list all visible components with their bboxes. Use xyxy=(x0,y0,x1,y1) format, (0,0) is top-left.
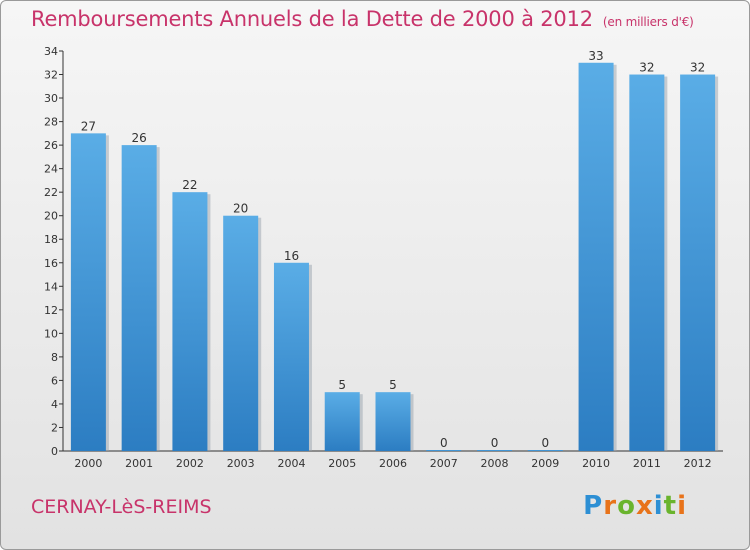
y-tick-label: 26 xyxy=(44,139,58,152)
y-tick-label: 34 xyxy=(44,45,58,58)
x-tick-label: 2001 xyxy=(125,457,153,470)
bar-2009 xyxy=(527,450,563,451)
y-tick-label: 6 xyxy=(51,374,58,387)
bar-2008 xyxy=(477,450,513,451)
commune-name: CERNAY-LèS-REIMS xyxy=(31,496,212,518)
bar-value-label: 33 xyxy=(588,49,603,63)
y-tick-label: 22 xyxy=(44,186,58,199)
bar-value-label: 5 xyxy=(338,378,346,392)
logo-letter: x xyxy=(635,491,654,521)
logo-letter: P xyxy=(583,491,604,521)
y-tick-label: 2 xyxy=(51,421,58,434)
y-tick-label: 14 xyxy=(44,280,58,293)
y-tick-label: 16 xyxy=(44,257,58,270)
x-tick-label: 2012 xyxy=(684,457,712,470)
bar-2002 xyxy=(172,192,208,452)
x-tick-label: 2002 xyxy=(176,457,204,470)
logo-letter: t xyxy=(663,491,678,521)
bar-2006 xyxy=(375,392,411,451)
logo-letter: i xyxy=(653,491,664,521)
bars-group: 27 26 22 20 16 5 5 0 0 0 33 32 32 xyxy=(70,49,719,452)
logo-letter: r xyxy=(603,491,618,521)
bar-value-label: 26 xyxy=(132,131,147,145)
logo-letter: o xyxy=(617,491,636,521)
bar-value-label: 0 xyxy=(541,436,549,450)
chart-title: Remboursements Annuels de la Dette de 20… xyxy=(31,7,694,31)
y-tick-label: 12 xyxy=(44,304,58,317)
y-tick-label: 24 xyxy=(44,163,58,176)
y-tick-label: 30 xyxy=(44,92,58,105)
y-tick-label: 8 xyxy=(51,351,58,364)
y-tick-label: 20 xyxy=(44,210,58,223)
bar-value-label: 0 xyxy=(491,436,499,450)
y-tick-label: 0 xyxy=(51,445,58,458)
bar-value-label: 32 xyxy=(639,61,654,75)
x-tick-label: 2000 xyxy=(74,457,102,470)
y-tick-label: 10 xyxy=(44,327,58,340)
logo-letter: i xyxy=(677,491,687,521)
bar-2000 xyxy=(70,133,106,451)
bar-value-label: 27 xyxy=(81,119,96,133)
x-tick-label: 2008 xyxy=(481,457,509,470)
x-tick-label: 2007 xyxy=(430,457,458,470)
y-tick-label: 18 xyxy=(44,233,58,246)
bar-2005 xyxy=(324,392,360,451)
x-tick-label: 2006 xyxy=(379,457,407,470)
bar-2003 xyxy=(223,215,259,451)
bar-value-label: 32 xyxy=(690,61,705,75)
bar-value-label: 16 xyxy=(284,249,299,263)
chart-unit: (en milliers d'€) xyxy=(602,15,694,29)
x-tick-label: 2009 xyxy=(531,457,559,470)
bar-2001 xyxy=(121,145,157,451)
bar-value-label: 20 xyxy=(233,202,248,216)
x-tick-label: 2005 xyxy=(328,457,356,470)
bar-value-label: 0 xyxy=(440,436,448,450)
proxiti-logo: Proxiti xyxy=(583,491,687,521)
y-tick-label: 4 xyxy=(51,398,58,411)
x-tick-label: 2011 xyxy=(633,457,661,470)
y-tick-label: 32 xyxy=(44,69,58,82)
x-axis: 2000 2001 2002 2003 2004 2005 2006 2007 2008 2009… xyxy=(63,450,723,470)
chart-title-text: Remboursements Annuels de la Dette de 20… xyxy=(31,7,593,31)
bar-2011 xyxy=(629,74,665,451)
x-tick-label: 2010 xyxy=(582,457,610,470)
x-tick-label: 2003 xyxy=(227,457,255,470)
bar-2004 xyxy=(273,262,309,451)
bar-2007 xyxy=(426,450,462,451)
x-tick-label: 2004 xyxy=(277,457,305,470)
y-tick-label: 28 xyxy=(44,116,58,129)
bar-value-label: 22 xyxy=(182,178,197,192)
bar-2010 xyxy=(578,62,614,451)
bar-2012 xyxy=(680,74,716,451)
bar-value-label: 5 xyxy=(389,378,397,392)
